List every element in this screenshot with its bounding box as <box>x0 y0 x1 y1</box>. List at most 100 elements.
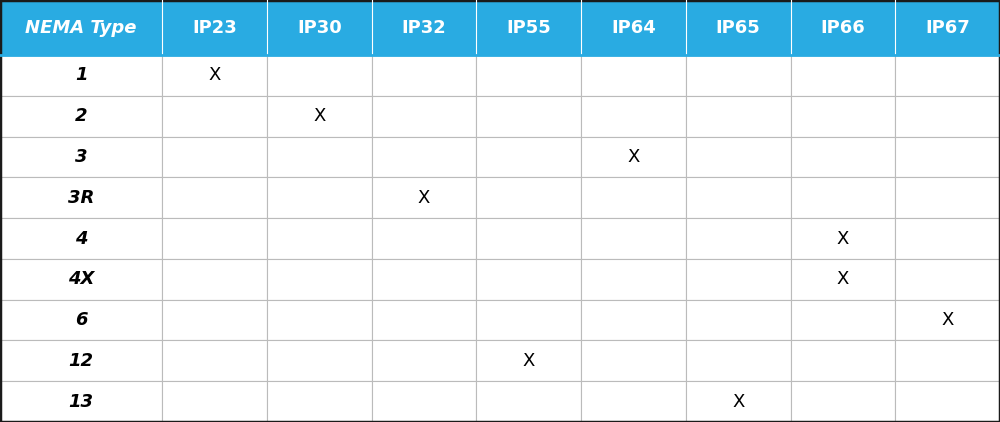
Text: IP65: IP65 <box>716 19 761 37</box>
Bar <box>476 55 581 96</box>
Bar <box>686 259 791 300</box>
Bar <box>372 218 476 259</box>
Bar <box>895 341 1000 381</box>
Bar <box>372 96 476 137</box>
Bar <box>686 300 791 341</box>
Text: X: X <box>837 271 849 288</box>
Bar <box>895 137 1000 177</box>
Bar <box>791 0 895 55</box>
Bar <box>791 137 895 177</box>
Bar <box>267 218 372 259</box>
Bar <box>686 218 791 259</box>
Bar <box>476 0 581 55</box>
Bar <box>476 300 581 341</box>
Text: 4: 4 <box>75 230 87 248</box>
Bar <box>791 259 895 300</box>
Bar <box>267 259 372 300</box>
Text: 2: 2 <box>75 107 87 125</box>
Bar <box>372 137 476 177</box>
Bar <box>372 0 476 55</box>
Text: X: X <box>418 189 430 207</box>
Bar <box>686 137 791 177</box>
Text: IP66: IP66 <box>821 19 865 37</box>
Bar <box>162 137 267 177</box>
Bar <box>476 218 581 259</box>
Text: IP55: IP55 <box>506 19 551 37</box>
Bar <box>0 300 162 341</box>
Bar <box>686 0 791 55</box>
Bar <box>267 0 372 55</box>
Bar <box>895 0 1000 55</box>
Bar <box>581 177 686 218</box>
Bar <box>686 177 791 218</box>
Text: 12: 12 <box>69 352 94 370</box>
Bar <box>162 259 267 300</box>
Bar <box>0 55 162 96</box>
Text: NEMA Type: NEMA Type <box>25 19 137 37</box>
Bar <box>581 259 686 300</box>
Bar <box>162 300 267 341</box>
Bar <box>476 381 581 422</box>
Bar <box>895 55 1000 96</box>
Bar <box>476 341 581 381</box>
Bar <box>372 381 476 422</box>
Bar <box>0 0 162 55</box>
Text: 3: 3 <box>75 148 87 166</box>
Bar <box>476 137 581 177</box>
Bar <box>0 96 162 137</box>
Bar <box>686 55 791 96</box>
Bar <box>686 96 791 137</box>
Text: X: X <box>837 230 849 248</box>
Bar <box>267 381 372 422</box>
Bar <box>791 177 895 218</box>
Text: X: X <box>627 148 640 166</box>
Bar <box>162 55 267 96</box>
Text: 6: 6 <box>75 311 87 329</box>
Text: IP32: IP32 <box>402 19 446 37</box>
Bar <box>581 381 686 422</box>
Bar <box>791 341 895 381</box>
Bar <box>581 96 686 137</box>
Bar <box>0 259 162 300</box>
Bar <box>581 300 686 341</box>
Bar <box>791 381 895 422</box>
Bar <box>372 55 476 96</box>
Text: X: X <box>941 311 954 329</box>
Text: IP67: IP67 <box>925 19 970 37</box>
Bar <box>895 259 1000 300</box>
Bar <box>267 137 372 177</box>
Text: 3R: 3R <box>68 189 94 207</box>
Text: 13: 13 <box>69 392 94 411</box>
Bar <box>267 96 372 137</box>
Bar <box>372 259 476 300</box>
Bar <box>0 381 162 422</box>
Bar <box>581 0 686 55</box>
Bar <box>162 96 267 137</box>
Bar <box>0 341 162 381</box>
Bar <box>476 96 581 137</box>
Bar <box>581 218 686 259</box>
Text: X: X <box>732 392 744 411</box>
Bar <box>895 177 1000 218</box>
Bar <box>0 137 162 177</box>
Bar <box>686 381 791 422</box>
Bar <box>0 218 162 259</box>
Text: X: X <box>523 352 535 370</box>
Bar <box>162 341 267 381</box>
Bar <box>791 218 895 259</box>
Bar <box>581 137 686 177</box>
Bar <box>895 300 1000 341</box>
Text: X: X <box>208 66 221 84</box>
Bar <box>267 341 372 381</box>
Bar <box>372 177 476 218</box>
Bar <box>895 381 1000 422</box>
Bar <box>791 96 895 137</box>
Bar <box>372 300 476 341</box>
Bar <box>162 218 267 259</box>
Text: IP30: IP30 <box>297 19 342 37</box>
Text: IP23: IP23 <box>192 19 237 37</box>
Bar <box>0 177 162 218</box>
Bar <box>895 96 1000 137</box>
Bar <box>581 341 686 381</box>
Bar <box>895 218 1000 259</box>
